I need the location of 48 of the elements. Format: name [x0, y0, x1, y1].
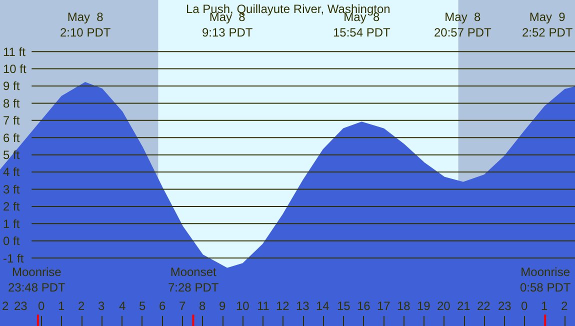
y-tick-label: 0 ft	[3, 234, 20, 248]
x-tick-label: 3	[98, 299, 105, 313]
annotation: May 8 20:57 PDT	[434, 10, 492, 40]
y-tick-label: 4 ft	[3, 165, 20, 180]
x-tick-label: 7	[179, 299, 186, 313]
annotation: Moonrise 23:48 PDT	[8, 265, 66, 295]
x-tick-label: 2	[561, 299, 568, 313]
x-tick-label: 21	[457, 299, 471, 313]
x-tick-label: 9	[219, 299, 226, 313]
x-tick-label: 2	[2, 299, 9, 313]
x-tick-label: 14	[316, 299, 330, 313]
x-tick-label: 2	[78, 299, 85, 313]
annotation: May 9 2:52 PDT	[522, 10, 574, 40]
x-tick-label: 19	[417, 299, 431, 313]
x-tick-label: 12	[276, 299, 290, 313]
x-tick-label: 10	[236, 299, 250, 313]
x-tick-label: 0	[38, 299, 45, 313]
x-tick-label: 1	[541, 299, 548, 313]
x-tick-label: 17	[377, 299, 391, 313]
annotation: Moonrise 0:58 PDT	[520, 265, 572, 295]
y-tick-label: 2 ft	[3, 200, 20, 214]
y-tick-label: 1 ft	[3, 216, 20, 231]
y-tick-label: 9 ft	[3, 79, 20, 94]
x-tick-label: 23	[498, 299, 512, 313]
x-tick-label: 8	[199, 299, 206, 313]
y-tick-label: -1 ft	[3, 251, 24, 266]
annotation: May 8 2:10 PDT	[60, 10, 112, 40]
x-tick-label: 0	[521, 299, 528, 313]
x-tick-label: 5	[139, 299, 146, 313]
x-tick-label: 20	[437, 299, 451, 313]
y-tick-label: 5 ft	[3, 148, 20, 162]
x-tick-label: 13	[296, 299, 310, 313]
y-tick-label: 3 ft	[3, 182, 20, 196]
x-tick-label: 6	[159, 299, 166, 313]
x-tick-label: 1	[58, 299, 65, 313]
y-tick-label: 7 ft	[3, 114, 20, 128]
x-tick-label: 11	[257, 299, 270, 313]
y-tick-label: 6 ft	[3, 130, 20, 145]
y-tick-label: 10 ft	[3, 62, 28, 76]
y-tick-label: 11 ft	[3, 44, 26, 59]
x-tick-label: 4	[119, 299, 126, 313]
x-tick-label: 18	[397, 299, 411, 313]
x-tick-label: 15	[337, 299, 351, 313]
x-tick-label: 23	[14, 299, 28, 313]
annotation: Moonset 7:28 PDT	[168, 265, 220, 295]
y-tick-label: 8 ft	[3, 96, 20, 110]
x-tick-label: 16	[357, 299, 371, 313]
x-tick-label: 22	[477, 299, 491, 313]
